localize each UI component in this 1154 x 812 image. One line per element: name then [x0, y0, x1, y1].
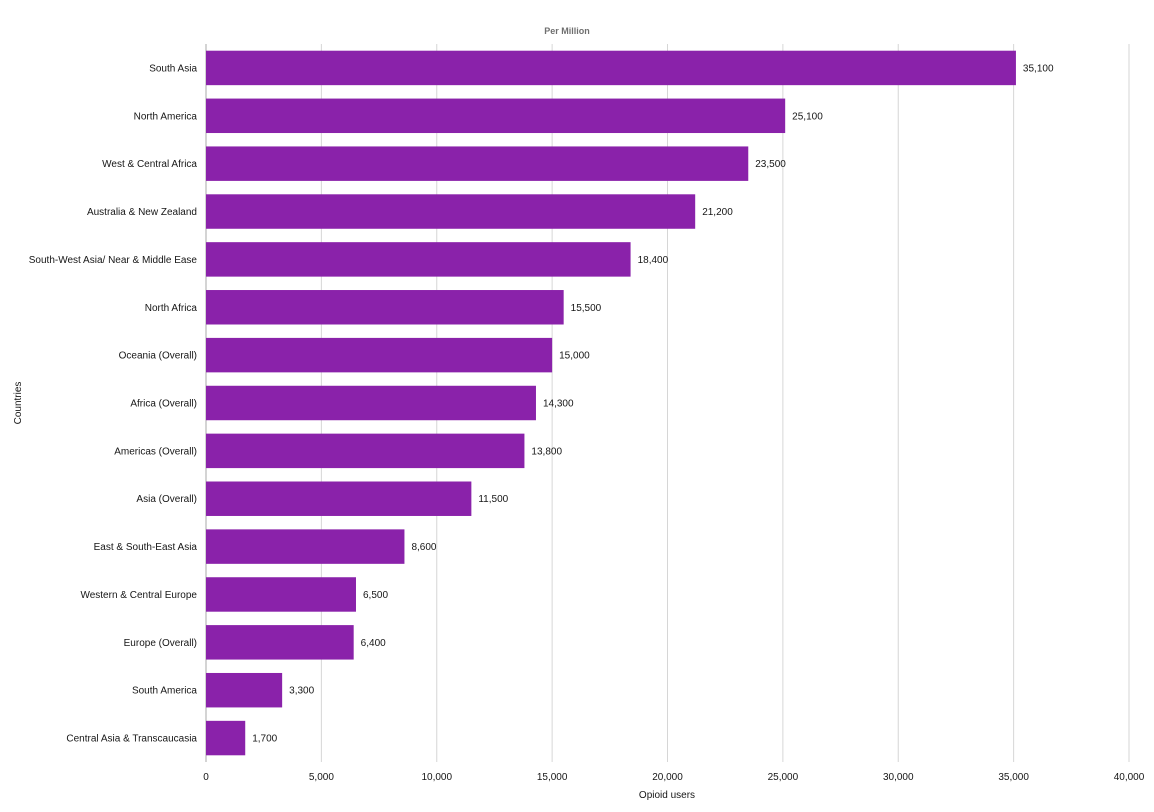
bar [206, 672, 283, 708]
bar [206, 337, 553, 373]
chart-title: Per Million [544, 26, 590, 36]
bar [206, 529, 405, 564]
x-tick-label: 20,000 [652, 772, 683, 783]
bar [206, 50, 1016, 86]
data-label: 8,600 [411, 542, 436, 553]
data-label: 15,000 [559, 351, 590, 362]
category-label: West & Central Africa [102, 159, 197, 170]
data-label: 21,200 [702, 207, 733, 218]
x-tick-label: 40,000 [1114, 772, 1145, 783]
data-label: 6,400 [361, 638, 386, 649]
category-label: Asia (Overall) [136, 494, 197, 505]
data-label: 3,300 [289, 686, 314, 697]
data-label: 11,500 [478, 494, 508, 505]
bar [206, 433, 525, 469]
category-label: Australia & New Zealand [87, 207, 197, 218]
category-label: Oceania (Overall) [119, 351, 197, 362]
bar [206, 720, 246, 756]
category-label: Europe (Overall) [124, 638, 197, 649]
data-label: 6,500 [363, 590, 388, 601]
y-axis-title: Countries [13, 382, 24, 425]
bar [206, 481, 472, 516]
category-label: East & South-East Asia [94, 542, 198, 553]
x-tick-label: 10,000 [421, 772, 452, 783]
bars [206, 50, 1016, 756]
bar [206, 194, 696, 229]
bar [206, 385, 536, 421]
x-tick-label: 30,000 [883, 772, 914, 783]
bar [206, 242, 631, 277]
x-tick-label: 25,000 [768, 772, 799, 783]
category-label: Africa (Overall) [130, 399, 197, 410]
category-label: South Asia [149, 63, 197, 74]
data-label: 1,700 [252, 734, 277, 745]
data-label: 14,300 [543, 399, 574, 410]
data-label: 15,500 [571, 303, 602, 314]
category-label: North Africa [145, 303, 198, 314]
category-labels: South Asia North America West & Central Af… [29, 63, 198, 744]
category-label: Americas (Overall) [114, 446, 197, 457]
data-label: 23,500 [755, 159, 786, 170]
category-label: South America [132, 686, 197, 697]
category-label: Central Asia & Transcaucasia [66, 734, 197, 745]
data-label: 25,100 [792, 111, 823, 122]
bar [206, 577, 356, 612]
x-tick-label: 15,000 [537, 772, 568, 783]
x-tick-labels: 0 5,000 10,000 15,000 20,000 25,000 30,000 35,0… [203, 772, 1145, 783]
data-label: 18,400 [638, 255, 669, 266]
category-label: Western & Central Europe [80, 590, 197, 601]
category-label: South-West Asia/ Near & Middle Ease [29, 255, 198, 266]
data-label: 13,800 [531, 446, 562, 457]
bar [206, 146, 749, 181]
bar [206, 625, 354, 660]
data-label: 35,100 [1023, 63, 1054, 74]
x-tick-label: 35,000 [998, 772, 1029, 783]
bar [206, 290, 564, 325]
bar [206, 98, 786, 134]
data-labels: 35,100 25,100 23,500 21,200 18,400 15,500 15,0… [252, 63, 1054, 744]
category-label: North America [134, 111, 198, 122]
x-tick-label: 5,000 [309, 772, 334, 783]
x-tick-label: 0 [203, 772, 209, 783]
x-axis-title: Opioid users [639, 790, 695, 801]
